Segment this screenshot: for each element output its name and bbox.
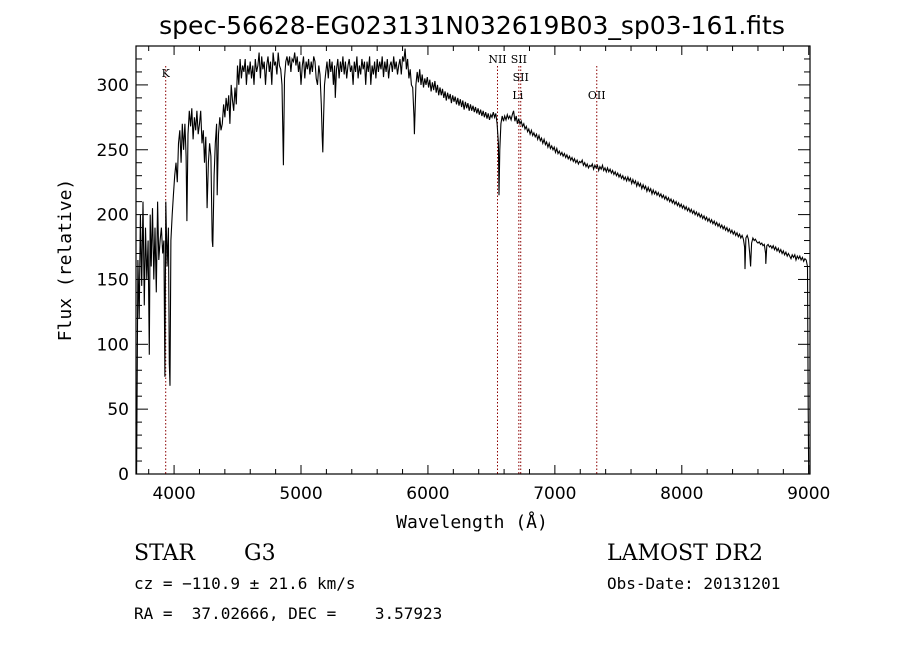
redshift-cz: cz = −110.9 ± 21.6 km/s: [134, 574, 356, 593]
spectrum-line: [135, 48, 810, 475]
observation-date: Obs-Date: 20131201: [607, 574, 780, 593]
x-tick-label: 7000: [533, 484, 576, 504]
x-tick-label: 8000: [660, 484, 703, 504]
x-tick-label: 9000: [787, 484, 830, 504]
line-id-label: K: [162, 67, 171, 80]
y-axis-label: Flux (relative): [55, 179, 76, 342]
ra-dec: RA = 37.02666, DEC = 3.57923: [134, 604, 442, 623]
x-axis-label: Wavelength (Å): [396, 511, 548, 533]
y-axis-ticks: 0 50 100 150 200 250 300: [97, 58, 810, 485]
line-id-label: SII: [513, 71, 529, 84]
line-id-markers: [165, 66, 598, 474]
info-block: STAR G3 LAMOST DR2 cz = −110.9 ± 21.6 km…: [134, 541, 780, 623]
y-tick-label: 250: [97, 141, 129, 161]
survey-name: LAMOST DR2: [607, 541, 763, 566]
x-axis-ticks: 4000 5000 6000 7000 8000 9000: [148, 46, 830, 504]
plot-area: K NII SII SII Li OII: [135, 45, 811, 475]
line-id-label: SII: [511, 53, 527, 66]
y-tick-label: 50: [107, 400, 129, 420]
x-tick-label: 4000: [152, 484, 195, 504]
y-tick-label: 100: [97, 335, 129, 355]
line-id-label: OII: [588, 89, 606, 102]
object-class: STAR: [134, 541, 196, 566]
chart-title: spec-56628-EG023131N032619B03_sp03-161.f…: [159, 11, 785, 40]
line-id-labels: K NII SII SII Li OII: [162, 53, 606, 102]
y-tick-label: 200: [97, 206, 129, 226]
object-subclass: G3: [244, 541, 276, 566]
line-id-label: Li: [512, 89, 523, 102]
x-tick-label: 6000: [406, 484, 449, 504]
y-tick-label: 0: [118, 465, 129, 485]
x-tick-label: 5000: [279, 484, 322, 504]
plot-frame: [135, 45, 811, 475]
y-tick-label: 150: [97, 270, 129, 290]
line-id-label: NII: [488, 53, 506, 66]
y-tick-label: 300: [97, 76, 129, 96]
